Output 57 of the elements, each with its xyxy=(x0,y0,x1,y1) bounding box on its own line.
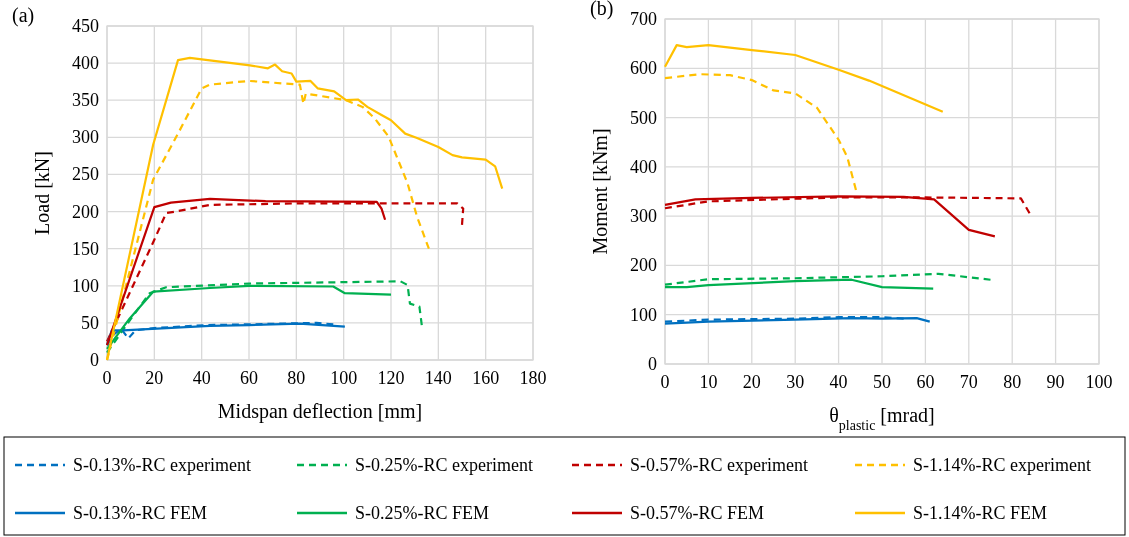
x-tick-label: 100 xyxy=(1085,372,1113,392)
y-tick-label: 0 xyxy=(90,350,99,370)
x-tick-label: 20 xyxy=(742,372,761,392)
x-tick-label: 60 xyxy=(916,372,935,392)
legend-label: S-0.13%-RC experiment xyxy=(73,455,251,475)
y-tick-label: 250 xyxy=(72,164,99,185)
text: (b) xyxy=(590,0,614,20)
line-series xyxy=(105,280,423,354)
x-tick-label: 10 xyxy=(699,372,718,392)
y-tick-label: 700 xyxy=(630,9,657,29)
x-tick-label: 30 xyxy=(786,372,805,392)
x-tick-label: 0 xyxy=(660,372,670,392)
y-tick-label: 400 xyxy=(630,156,657,177)
y-tick-label: 500 xyxy=(630,107,657,128)
legend-label: S-0.25%-RC FEM xyxy=(355,503,490,523)
y-tick-label: 400 xyxy=(72,53,99,74)
line-series xyxy=(105,202,465,343)
x-axis-title: Midspan deflection [mm] xyxy=(217,400,423,423)
x-tick-label: 90 xyxy=(1046,372,1065,392)
legend-label: S-0.57%-RC experiment xyxy=(630,455,808,475)
x-tick-label: 120 xyxy=(377,368,405,388)
legend-label: S-1.14%-RC FEM xyxy=(913,503,1048,523)
line-series xyxy=(663,73,858,192)
legend-label: S-0.57%-RC FEM xyxy=(630,503,765,523)
y-tick-label: 450 xyxy=(72,16,99,36)
line-series xyxy=(663,44,944,113)
x-axis-title: θ$_{plastic}$ [mrad] xyxy=(829,404,935,433)
x-tick-label: 0 xyxy=(102,368,112,388)
x-tick-label: 40 xyxy=(829,372,848,392)
legend-label: S-0.25%-RC experiment xyxy=(355,455,533,475)
y-tick-label: 200 xyxy=(630,255,657,276)
y-tick-label: 200 xyxy=(72,201,99,222)
x-tick-label: 160 xyxy=(472,368,500,388)
y-tick-label: 100 xyxy=(630,304,657,325)
x-tick-label: 20 xyxy=(145,368,164,388)
y-tick-label: 300 xyxy=(630,206,657,227)
legend-label: S-0.13%-RC FEM xyxy=(73,503,208,523)
y-axis-title: Load [kN] xyxy=(31,151,53,235)
x-tick-label: 140 xyxy=(424,368,452,388)
x-tick-label: 50 xyxy=(873,372,891,392)
x-tick-label: 180 xyxy=(519,368,547,388)
x-tick-label: 100 xyxy=(330,368,358,388)
x-tick-label: 40 xyxy=(192,368,211,388)
y-tick-label: 50 xyxy=(81,312,99,333)
text: (a) xyxy=(12,4,35,27)
y-tick-label: 300 xyxy=(72,127,99,148)
y-tick-label: 600 xyxy=(630,58,657,79)
y-tick-label: 0 xyxy=(648,354,657,374)
y-tick-label: 100 xyxy=(72,275,99,296)
x-tick-label: 80 xyxy=(287,368,306,388)
x-tick-label: 60 xyxy=(240,368,258,388)
y-tick-label: 150 xyxy=(72,238,99,259)
y-tick-label: 350 xyxy=(72,90,99,111)
legend-label: S-1.14%-RC experiment xyxy=(913,455,1091,475)
y-axis-title: Moment [kNm] xyxy=(589,128,611,255)
x-tick-label: 70 xyxy=(959,372,978,392)
x-tick-label: 80 xyxy=(1003,372,1022,392)
